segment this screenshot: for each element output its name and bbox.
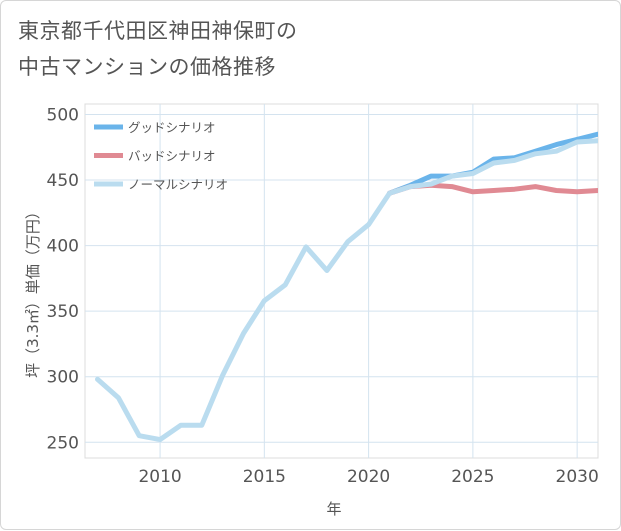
chart-title-line-2: 中古マンションの価格推移: [18, 55, 276, 79]
x-tick-label: 2020: [347, 467, 390, 487]
chart-title-line-1: 東京都千代田区神田神保町の: [18, 19, 298, 43]
x-tick-label: 2010: [138, 467, 181, 487]
x-tick-label: 2030: [556, 467, 599, 487]
y-tick-label: 350: [47, 302, 79, 322]
legend-label: グッドシナリオ: [128, 120, 216, 135]
y-tick-labels: 250 300 350 400 450 500: [47, 105, 79, 453]
y-tick-label: 250: [47, 433, 79, 453]
y-tick-label: 450: [47, 171, 79, 191]
grid-lines: [85, 104, 598, 458]
x-axis-label: 年: [326, 500, 341, 518]
y-tick-label: 300: [47, 368, 79, 388]
series-lines: [95, 131, 598, 443]
chart-title: 東京都千代田区神田神保町の 中古マンションの価格推移: [18, 13, 578, 85]
legend-label: ノーマルシナリオ: [128, 177, 228, 192]
series-line-0: [387, 131, 598, 196]
y-tick-label: 400: [47, 237, 79, 257]
x-tick-label: 2015: [243, 467, 286, 487]
x-tick-labels: 2010 2015 2020 2025 2030: [138, 467, 598, 487]
series-line-2: [95, 138, 598, 443]
y-tick-label: 500: [47, 105, 79, 125]
y-axis-label: 坪（3.3㎡）単価（万円）: [24, 204, 42, 378]
x-tick-label: 2025: [451, 467, 494, 487]
legend-label: バッドシナリオ: [128, 149, 216, 164]
